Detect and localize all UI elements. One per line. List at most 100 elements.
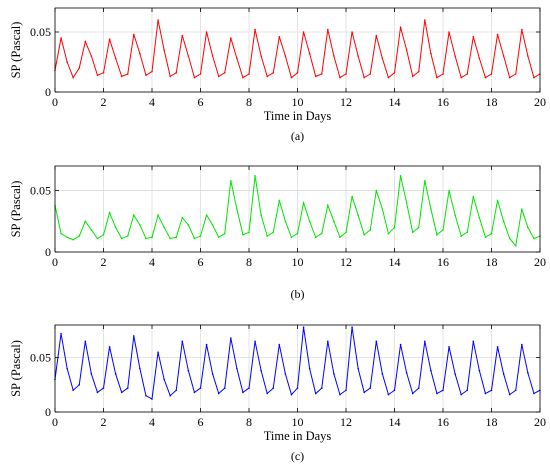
data-point [157,19,159,21]
data-point [211,55,214,57]
data-point [211,373,214,375]
data-point [260,214,262,216]
data-point [533,237,535,240]
data-point [399,26,402,29]
data-point [405,372,408,374]
data-point [442,229,444,231]
data-point [284,220,287,223]
data-point [508,237,511,240]
data-point [114,226,117,229]
data-point [417,387,420,389]
data-point [460,76,462,79]
data-point [102,72,105,74]
data-point [254,28,256,31]
data-point [442,73,444,75]
data-point [102,234,105,236]
x-axis-label: Time in Days [264,429,332,443]
data-point [514,245,517,247]
x-tick-label: 2 [101,255,107,269]
data-point [314,392,317,395]
data-point [181,216,184,219]
data-point [145,237,147,240]
data-point [375,189,378,192]
data-point [181,340,184,343]
y-axis-label: SP (Pascal) [9,340,23,397]
data-point [108,345,111,348]
chart-panel-c: 0 2 4 6 8 10 12 14 16 18 20 0 0.05 SP (Pascal) Time in… [9,324,546,463]
data-point [108,211,111,214]
x-axis-label: Time in Days [264,109,332,123]
data-point [193,76,196,79]
data-point [78,235,81,237]
data-point [387,232,390,235]
data-point [90,229,93,231]
data-point [211,224,214,226]
x-tick-label: 16 [437,255,449,269]
data-point [381,208,384,210]
data-point [84,220,87,223]
data-point [381,373,384,375]
data-point [345,389,347,392]
data-point [108,38,111,40]
data-point [484,236,487,239]
data-point [430,369,432,372]
x-tick-label: 10 [292,95,304,109]
data-point [139,367,141,370]
data-point [260,55,262,57]
x-tick-label: 10 [292,415,304,429]
y-axis-label: SP (Pascal) [9,181,23,238]
data-point [296,387,299,389]
data-point [223,387,226,389]
x-tick-label: 14 [389,95,401,109]
data-point [96,74,99,76]
data-point [436,392,438,395]
data-point [339,236,341,239]
data-point [266,235,268,237]
data-point [521,28,523,31]
data-point [242,76,244,79]
data-point [151,70,153,73]
data-point [90,373,93,375]
data-point [60,332,62,335]
data-point [345,73,347,75]
data-point [266,75,268,78]
x-tick-label: 2 [101,95,107,109]
data-point [454,373,456,375]
data-point [236,208,238,210]
data-point [120,391,123,394]
data-point [139,52,141,55]
x-tick-label: 4 [149,415,155,429]
data-point [126,387,129,389]
data-point [193,237,196,240]
data-point [333,373,335,375]
data-point [484,392,487,395]
x-tick-label: 18 [486,95,498,109]
data-point [217,236,220,239]
data-point [169,394,171,397]
data-point [242,391,244,394]
data-point [333,55,335,57]
data-point [327,204,329,207]
data-point [327,340,329,343]
y-tick-label: 0 [45,85,51,99]
data-point [254,340,256,343]
data-point [266,392,268,395]
data-point [448,189,450,192]
data-point [314,236,317,239]
data-point [436,76,438,79]
data-point [357,214,359,216]
x-tick-label: 2 [101,415,107,429]
data-point [242,234,244,236]
data-point [496,33,499,36]
data-point [375,34,378,37]
data-point [454,214,456,216]
x-tick-label: 6 [198,415,204,429]
data-point [339,393,341,396]
data-point [254,175,256,177]
x-tick-label: 18 [486,255,498,269]
x-tick-label: 4 [149,95,155,109]
x-tick-label: 10 [292,255,304,269]
panel-caption: (b) [291,287,305,301]
data-point [223,232,226,235]
x-tick-label: 0 [52,95,58,109]
